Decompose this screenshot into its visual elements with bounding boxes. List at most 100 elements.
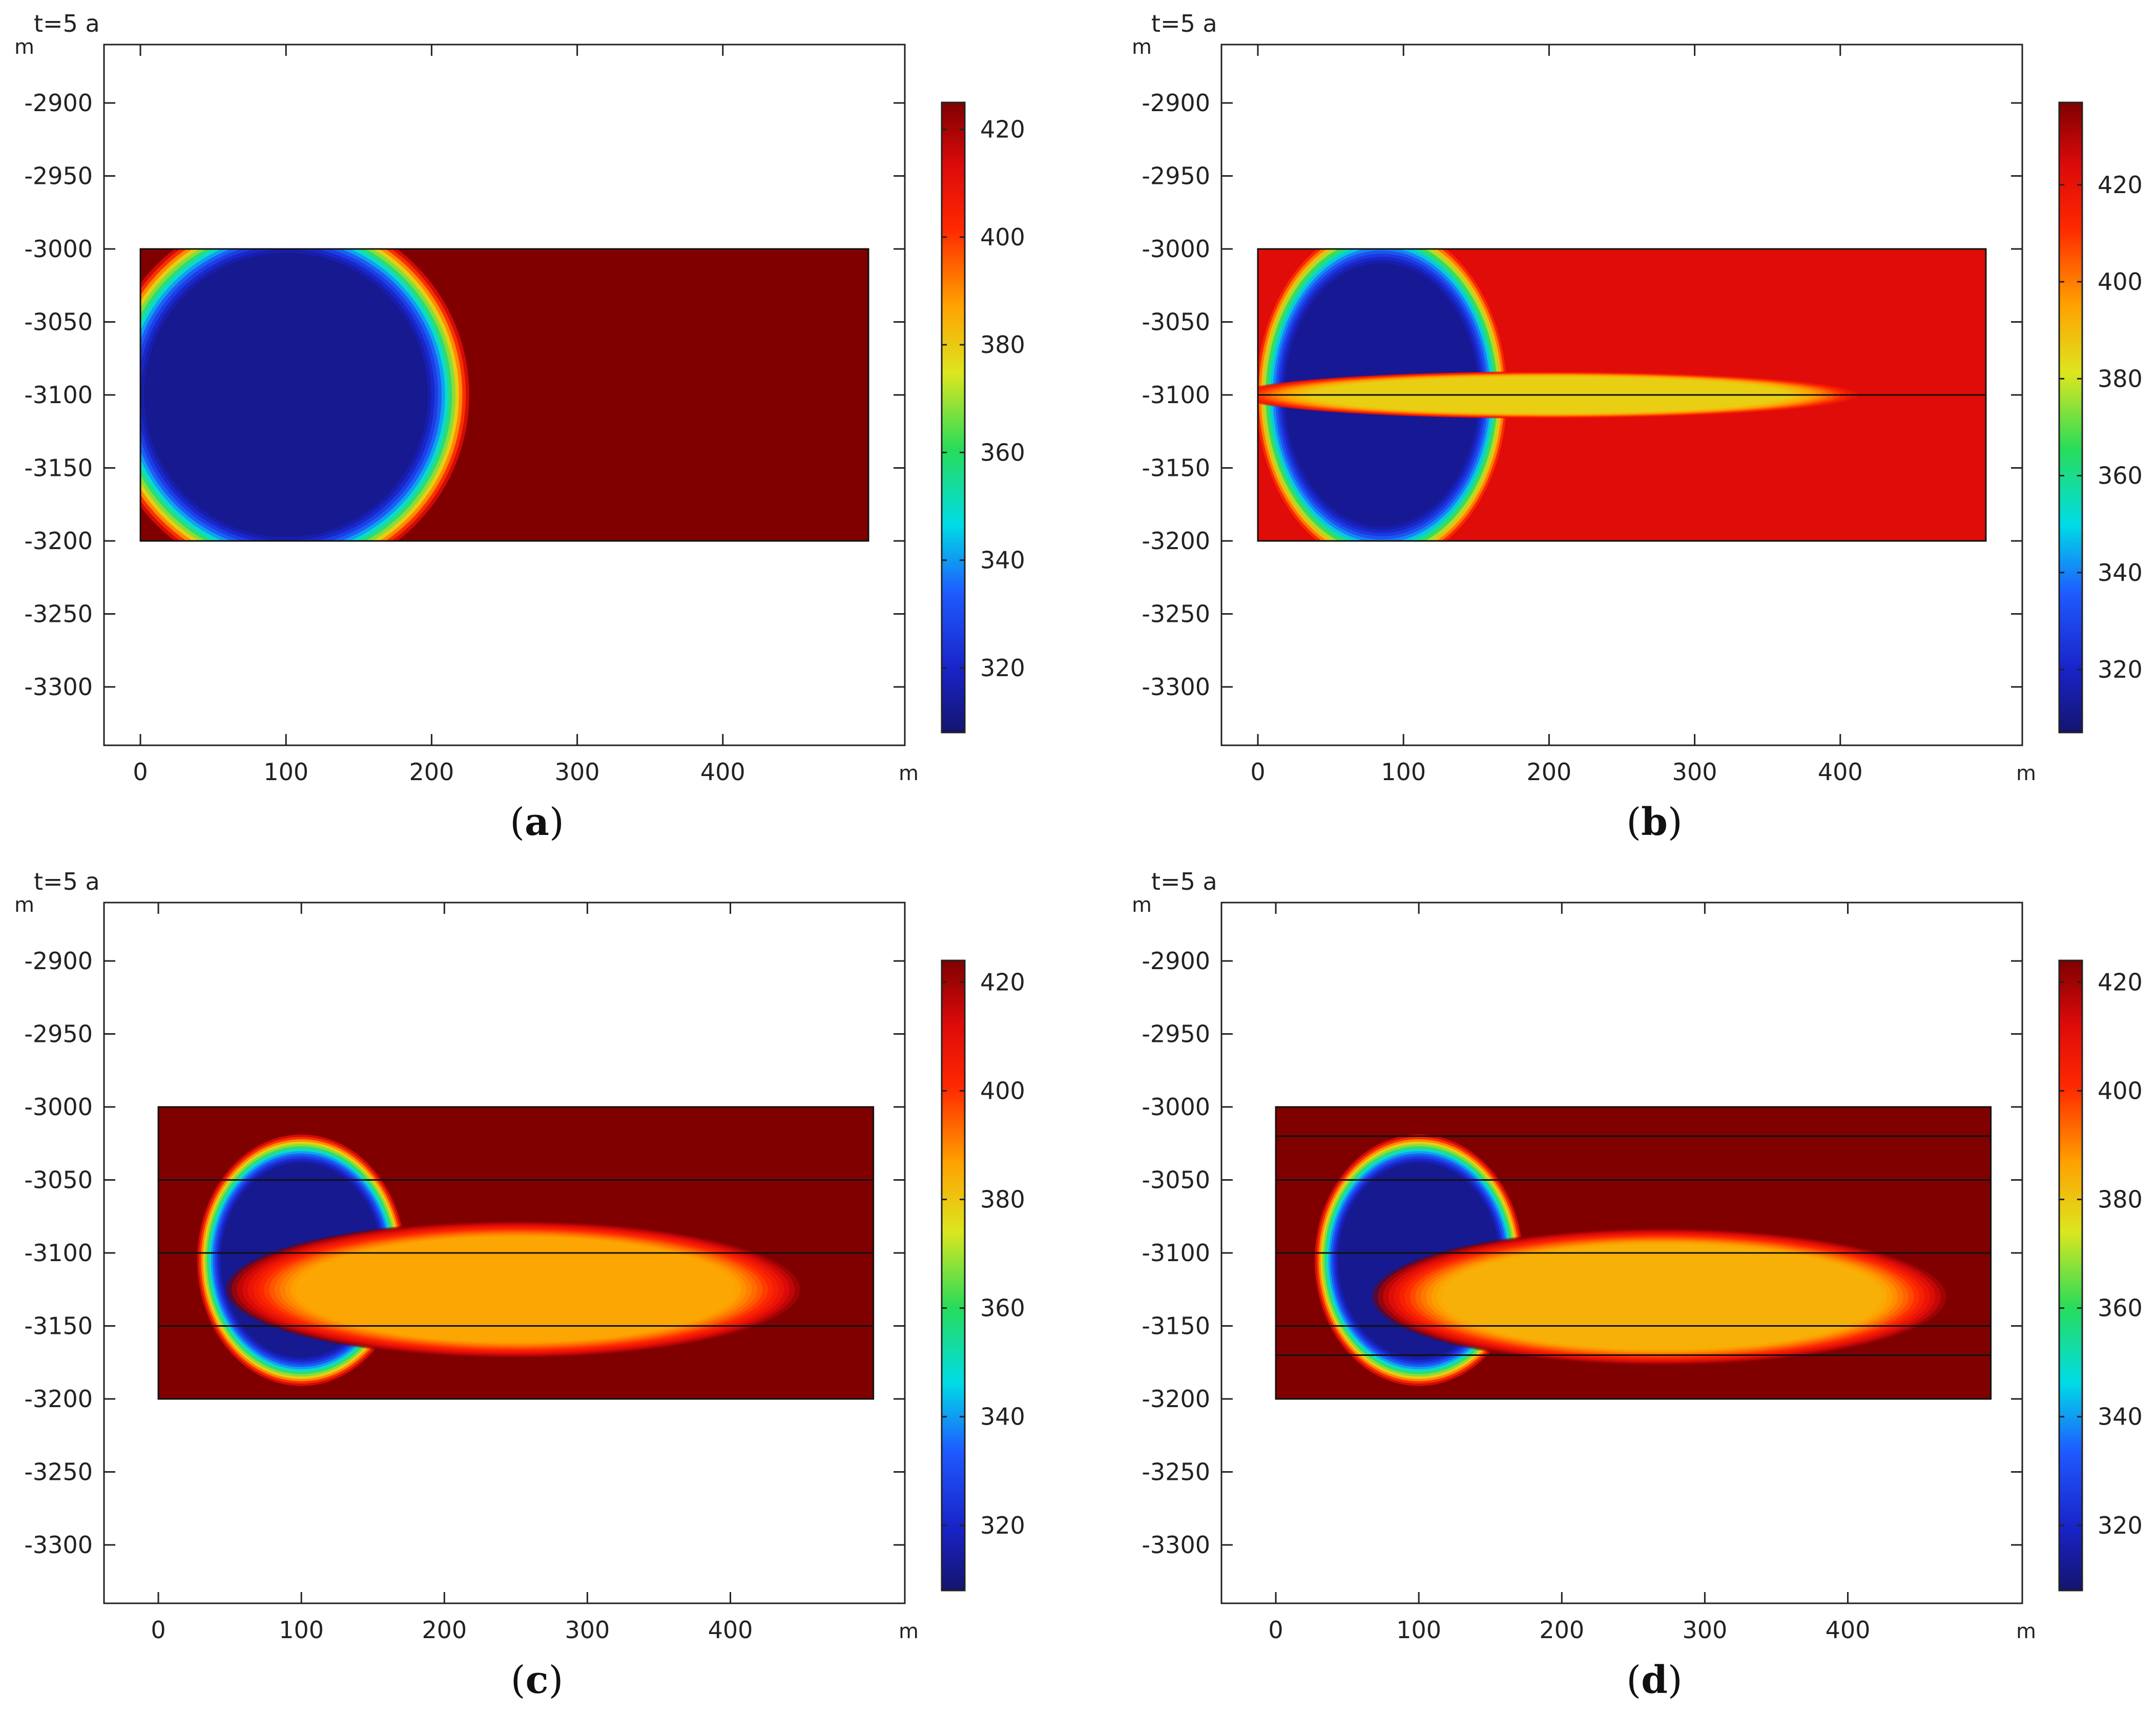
- panel-b: -2900 -2950 -3000 -3050 -3100 -3150 -3200 -3250…: [1132, 10, 2143, 844]
- y-tick-label: -2900: [24, 947, 93, 975]
- y-tick-label: -3200: [1142, 527, 1210, 555]
- y-tick-label: -3300: [24, 1531, 93, 1559]
- x-tick-label: 200: [1527, 758, 1572, 786]
- y-tick-label: -2950: [1142, 162, 1210, 190]
- x-tick-label: 400: [1826, 1616, 1871, 1644]
- y-tick-label: -3300: [24, 673, 93, 701]
- x-tick-label: 100: [1396, 1616, 1441, 1644]
- colorbar: [941, 101, 966, 734]
- x-tick-label: 300: [1682, 1616, 1727, 1644]
- colorbar-tick-label: 340: [2098, 1403, 2143, 1431]
- colorbar-tick-label: 400: [2098, 1077, 2143, 1104]
- colorbar-tick-label: 380: [980, 331, 1025, 359]
- y-tick-label: -3100: [1142, 1239, 1210, 1267]
- y-tick-label: -3150: [24, 454, 93, 482]
- y-tick-label: -3050: [1142, 308, 1210, 336]
- y-tick-label: -3000: [24, 235, 93, 263]
- y-tick-label: -3000: [1142, 1093, 1210, 1121]
- colorbar-tick-label: 400: [2098, 268, 2143, 296]
- panel-d: -2900 -2950 -3000 -3050 -3100 -3150 -3200 -3250…: [1132, 868, 2143, 1702]
- cold-zone-1-band: [1442, 1244, 1882, 1349]
- colorbar-tick-label: 320: [2098, 1512, 2143, 1539]
- y-tick-label: -3150: [1142, 1312, 1210, 1340]
- x-tick-label: 100: [279, 1616, 324, 1644]
- y-tick-label: -3150: [24, 1312, 93, 1340]
- y-tick-label: -3200: [24, 1385, 93, 1413]
- colorbar-tick-label: 380: [2098, 365, 2143, 392]
- y-tick-label: -3050: [24, 1166, 93, 1194]
- y-unit-label: m: [1132, 35, 1152, 59]
- colorbar-tick-label: 420: [980, 968, 1025, 996]
- colorbar-tick-label: 420: [2098, 171, 2143, 199]
- colorbar-tick-label: 340: [2098, 559, 2143, 587]
- y-unit-label: m: [14, 893, 34, 917]
- temperature-field: [140, 249, 868, 541]
- y-tick-label: -3100: [1142, 381, 1210, 409]
- time-label: t=5 a: [1151, 10, 1217, 37]
- y-tick-label: -2900: [1142, 947, 1210, 975]
- x-tick-label: 0: [1250, 758, 1265, 786]
- y-unit-label: m: [1132, 893, 1152, 917]
- colorbar-tick-label: 420: [2098, 968, 2143, 996]
- colorbar-tick-label: 320: [980, 654, 1025, 682]
- colorbar-tick-label: 360: [2098, 1294, 2143, 1322]
- y-tick-label: -3300: [1142, 1531, 1210, 1559]
- panel-caption: (b): [1626, 800, 1683, 844]
- colorbar-tick-label: 380: [980, 1186, 1025, 1213]
- y-tick-label: -2950: [1142, 1020, 1210, 1048]
- x-unit-label: m: [899, 1620, 919, 1643]
- x-tick-label: 200: [1539, 1616, 1584, 1644]
- x-tick-label: 300: [565, 1616, 610, 1644]
- y-tick-label: -3050: [24, 308, 93, 336]
- x-tick-label: 0: [133, 758, 148, 786]
- y-tick-label: -3250: [24, 600, 93, 628]
- y-tick-label: -3150: [1142, 454, 1210, 482]
- y-tick-label: -2900: [24, 89, 93, 117]
- y-tick-label: -3250: [24, 1458, 93, 1486]
- y-tick-label: -3200: [1142, 1385, 1210, 1413]
- time-label: t=5 a: [1151, 868, 1217, 895]
- cold-zone-0-band: [144, 253, 428, 537]
- temperature-field: [1258, 249, 1986, 541]
- y-tick-label: -3100: [24, 381, 93, 409]
- x-unit-label: m: [2016, 762, 2036, 785]
- x-unit-label: m: [899, 762, 919, 785]
- colorbar-tick-label: 420: [980, 116, 1025, 143]
- domain-border: [157, 1106, 875, 1400]
- colorbar-tick-label: 360: [980, 438, 1025, 466]
- y-tick-label: -3100: [24, 1239, 93, 1267]
- colorbar-tick-label: 360: [980, 1294, 1025, 1322]
- colorbar-tick-label: 400: [980, 1077, 1025, 1104]
- y-tick-label: -2950: [24, 1020, 93, 1048]
- x-tick-label: 200: [422, 1616, 467, 1644]
- y-tick-label: -2950: [24, 162, 93, 190]
- time-label: t=5 a: [34, 10, 100, 37]
- colorbar: [2058, 959, 2083, 1592]
- y-tick-label: -3000: [24, 1093, 93, 1121]
- colorbar-tick-label: 340: [980, 1403, 1025, 1431]
- colorbar: [2058, 101, 2083, 734]
- colorbar: [941, 959, 966, 1592]
- y-unit-label: m: [14, 35, 34, 59]
- x-tick-label: 100: [1381, 758, 1426, 786]
- panel-a: -2900 -2950 -3000 -3050 -3100 -3150 -3200 -3250…: [14, 10, 1025, 844]
- y-tick-label: -3000: [1142, 235, 1210, 263]
- panel-caption: (a): [510, 800, 564, 844]
- panel-caption: (c): [511, 1658, 564, 1702]
- x-tick-label: 0: [151, 1616, 165, 1644]
- temperature-field: [1276, 1107, 1991, 1399]
- domain-border: [1275, 1106, 1992, 1400]
- panel-caption: (d): [1626, 1658, 1683, 1702]
- domain-border: [139, 248, 869, 542]
- y-tick-label: -3050: [1142, 1166, 1210, 1194]
- colorbar-tick-label: 320: [980, 1512, 1025, 1539]
- x-tick-label: 300: [555, 758, 600, 786]
- x-tick-label: 400: [700, 758, 745, 786]
- colorbar-tick-label: 400: [980, 223, 1025, 251]
- y-tick-label: -3250: [1142, 1458, 1210, 1486]
- x-tick-label: 200: [409, 758, 454, 786]
- x-tick-label: 400: [1818, 758, 1863, 786]
- x-tick-label: 300: [1672, 758, 1717, 786]
- cold-zone-1-band: [296, 1237, 736, 1342]
